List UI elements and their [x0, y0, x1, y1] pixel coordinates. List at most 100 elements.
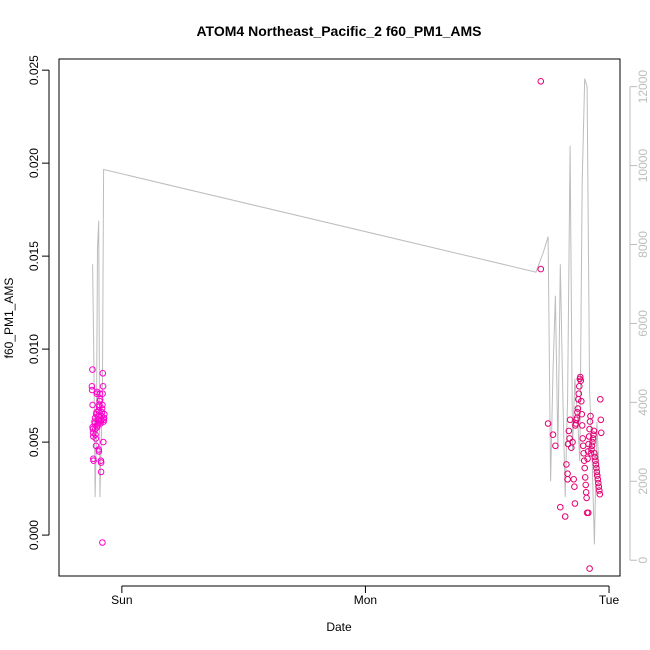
data-point	[537, 78, 545, 85]
y2-tick-label: 8000	[636, 231, 650, 258]
chart-title: ATOM4 Northeast_Pacific_2 f60_PM1_AMS	[196, 23, 481, 39]
data-point	[99, 539, 106, 546]
data-point	[585, 440, 592, 448]
y2-tick-label: 2000	[636, 468, 650, 495]
x-tick-label: Mon	[354, 593, 377, 607]
data-point	[595, 483, 603, 491]
data-point	[578, 422, 586, 429]
data-point	[595, 479, 602, 487]
data-point	[561, 513, 569, 520]
data-point	[564, 476, 571, 483]
series-line	[92, 78, 600, 545]
y-tick-label: 0.020	[27, 148, 41, 178]
data-point	[585, 433, 593, 440]
data-point	[587, 412, 594, 420]
data-point	[577, 377, 585, 385]
x-axis-title: Date	[326, 620, 352, 634]
y2-tick-label: 12000	[636, 70, 650, 104]
data-point	[581, 464, 589, 472]
data-point	[549, 431, 557, 439]
data-point	[575, 390, 583, 398]
points-layer	[88, 78, 605, 572]
data-point	[586, 425, 593, 433]
data-point	[88, 383, 96, 390]
y2-axis: 0 2000 4000 6000 8000 10000 12000	[629, 70, 650, 564]
data-point	[565, 427, 573, 435]
data-point	[586, 418, 594, 425]
data-point	[593, 468, 601, 476]
data-point	[589, 435, 597, 442]
y2-tick-label: 0	[636, 557, 650, 564]
data-point	[591, 450, 598, 457]
x-tick-label: Tue	[599, 593, 620, 607]
data-point	[99, 383, 107, 390]
data-point	[99, 390, 106, 398]
data-point	[579, 435, 587, 442]
data-point	[96, 396, 104, 403]
data-point	[570, 476, 578, 483]
data-point	[97, 468, 105, 476]
data-point	[90, 457, 97, 465]
data-point	[577, 373, 584, 381]
data-point	[588, 442, 596, 450]
data-point	[581, 474, 589, 481]
data-point	[92, 435, 100, 442]
data-point	[578, 397, 585, 405]
data-point	[566, 416, 574, 424]
y2-tick-label: 6000	[636, 310, 650, 337]
data-point	[571, 500, 579, 507]
data-point	[579, 442, 587, 450]
data-point	[571, 483, 578, 491]
data-point	[589, 438, 596, 446]
data-point	[89, 425, 97, 433]
data-point	[552, 442, 559, 450]
data-point	[98, 405, 106, 412]
y-tick-label: 0.015	[27, 241, 41, 271]
x-tick-label: Sun	[111, 593, 132, 607]
y-tick-label: 0.025	[27, 55, 41, 85]
data-point	[597, 416, 605, 424]
y-axis-title: f60_PM1_AMS	[2, 278, 16, 359]
data-point	[100, 438, 107, 446]
data-point	[597, 396, 604, 403]
data-point	[89, 401, 96, 409]
data-point	[596, 487, 603, 494]
data-point	[544, 420, 552, 427]
data-point	[593, 464, 600, 472]
plot-frame	[58, 58, 621, 577]
data-point	[557, 503, 564, 511]
data-point	[578, 410, 586, 418]
y-tick-label: 0.010	[27, 334, 41, 364]
data-point	[89, 366, 96, 373]
data-point	[99, 370, 107, 377]
data-point	[100, 414, 108, 422]
data-point	[576, 383, 583, 390]
data-point	[594, 472, 601, 479]
data-point	[587, 450, 595, 457]
data-point	[563, 461, 570, 468]
secondary-line-layer	[92, 78, 600, 545]
data-point	[580, 457, 588, 465]
data-point	[92, 431, 99, 439]
y2-tick-label: 10000	[636, 149, 650, 183]
y2-tick-label: 4000	[636, 389, 650, 416]
data-point	[586, 565, 593, 572]
data-point	[590, 427, 598, 435]
data-point	[584, 455, 591, 463]
data-point	[97, 459, 105, 466]
data-point	[591, 453, 599, 461]
y-tick-label: 0.000	[27, 520, 41, 550]
data-point	[574, 405, 582, 412]
data-point	[95, 448, 103, 455]
data-point	[583, 494, 590, 502]
data-point	[592, 457, 599, 465]
data-point	[597, 429, 605, 437]
data-point	[582, 481, 590, 489]
data-point	[582, 489, 590, 496]
data-point	[101, 410, 108, 418]
y-axis: 0.000 0.005 0.010 0.015 0.020 0.025	[27, 55, 50, 550]
data-point	[569, 438, 576, 446]
data-point	[568, 444, 575, 452]
data-point	[537, 265, 545, 273]
